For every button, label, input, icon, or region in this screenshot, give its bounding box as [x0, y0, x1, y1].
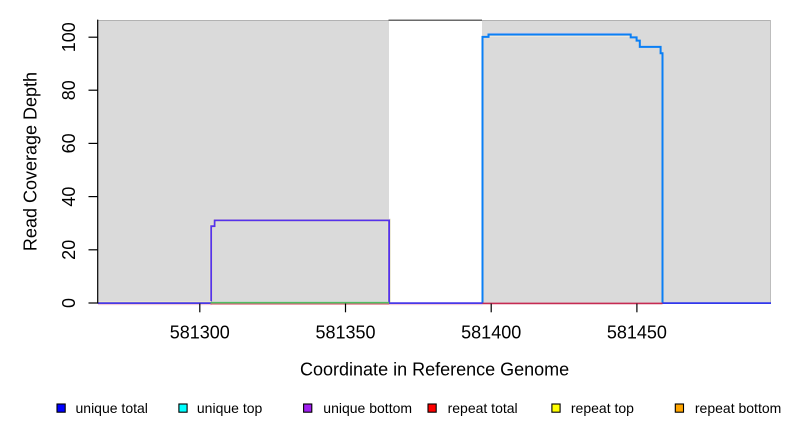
svg-text:581450: 581450 — [607, 322, 667, 342]
svg-text:581400: 581400 — [461, 322, 521, 342]
svg-text:0: 0 — [59, 298, 79, 308]
svg-text:581300: 581300 — [170, 322, 230, 342]
svg-text:unique total: unique total — [76, 400, 148, 416]
svg-text:Coordinate in Reference Genome: Coordinate in Reference Genome — [300, 360, 569, 380]
svg-text:60: 60 — [59, 133, 79, 153]
svg-text:80: 80 — [59, 80, 79, 100]
svg-text:repeat bottom: repeat bottom — [695, 400, 781, 416]
svg-text:unique bottom: unique bottom — [323, 400, 412, 416]
svg-text:20: 20 — [59, 240, 79, 260]
svg-text:40: 40 — [59, 187, 79, 207]
svg-text:repeat top: repeat top — [571, 400, 634, 416]
svg-text:Read Coverage Depth: Read Coverage Depth — [21, 72, 41, 251]
svg-text:repeat total: repeat total — [448, 400, 518, 416]
svg-text:100: 100 — [59, 22, 79, 52]
svg-text:unique top: unique top — [197, 400, 263, 416]
svg-text:581350: 581350 — [315, 322, 375, 342]
